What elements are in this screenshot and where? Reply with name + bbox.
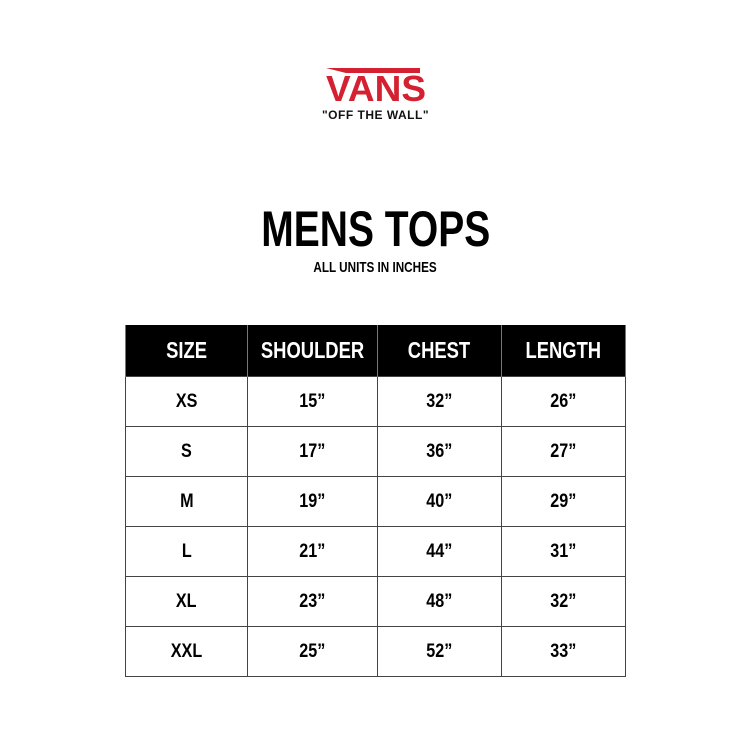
cell-value: S	[181, 440, 192, 462]
column-header: CHEST	[377, 325, 502, 377]
vans-logo: VANS	[300, 64, 451, 104]
table-cell: XXL	[124, 626, 249, 677]
size-chart-table: SIZE SHOULDER CHEST LENGTH XS 15” 32” 26” S 17” 3…	[124, 325, 627, 677]
table-cell: 40”	[377, 476, 502, 527]
table-row: XL 23” 48” 32”	[124, 576, 627, 627]
table-cell: 32”	[500, 576, 627, 627]
page-subtitle: ALL UNITS IN INCHES	[313, 259, 438, 276]
table-cell: 19”	[247, 476, 379, 527]
table-cell: XS	[124, 376, 249, 427]
table-row: M 19” 40” 29”	[124, 476, 627, 527]
cell-value: 48”	[426, 590, 453, 612]
cell-value: XS	[175, 390, 198, 412]
cell-value: XXL	[170, 640, 203, 662]
table-cell: 48”	[377, 576, 502, 627]
table-row: XXL 25” 52” 33”	[124, 626, 627, 677]
brand-tagline: "OFF THE WALL"	[321, 108, 430, 122]
cell-value: L	[181, 540, 192, 562]
cell-value: 23”	[299, 590, 326, 612]
cell-value: 26”	[550, 390, 577, 412]
table-cell: 36”	[377, 426, 502, 477]
table-header-row: SIZE SHOULDER CHEST LENGTH	[124, 325, 627, 377]
column-header-label: LENGTH	[525, 337, 602, 363]
cell-value: 31”	[550, 540, 577, 562]
column-header: LENGTH	[500, 325, 627, 377]
table-cell: 29”	[500, 476, 627, 527]
cell-value: 19”	[299, 490, 326, 512]
cell-value: M	[179, 490, 194, 512]
table-cell: 26”	[500, 376, 627, 427]
table-cell: 23”	[247, 576, 379, 627]
column-header: SHOULDER	[247, 325, 379, 377]
table-cell: 32”	[377, 376, 502, 427]
table-row: L 21” 44” 31”	[124, 526, 627, 577]
column-header-label: CHEST	[408, 337, 471, 363]
cell-value: 36”	[426, 440, 453, 462]
table-cell: XL	[124, 576, 249, 627]
cell-value: 40”	[426, 490, 453, 512]
cell-value: 44”	[426, 540, 453, 562]
cell-value: 52”	[426, 640, 453, 662]
cell-value: 25”	[299, 640, 326, 662]
cell-value: 32”	[426, 390, 453, 412]
cell-value: 32”	[550, 590, 577, 612]
cell-value: 33”	[550, 640, 577, 662]
cell-value: XL	[176, 590, 197, 612]
table-cell: 17”	[247, 426, 379, 477]
table-row: S 17” 36” 27”	[124, 426, 627, 477]
table-cell: 44”	[377, 526, 502, 577]
column-header-label: SIZE	[166, 337, 207, 363]
table-cell: 33”	[500, 626, 627, 677]
table-cell: 31”	[500, 526, 627, 577]
page-title: MENS TOPS	[260, 201, 491, 257]
table-cell: 27”	[500, 426, 627, 477]
svg-text:VANS: VANS	[326, 68, 426, 104]
cell-value: 17”	[299, 440, 326, 462]
table-cell: S	[124, 426, 249, 477]
table-cell: 15”	[247, 376, 379, 427]
cell-value: 29”	[550, 490, 577, 512]
column-header: SIZE	[124, 325, 249, 377]
cell-value: 27”	[550, 440, 577, 462]
table-cell: M	[124, 476, 249, 527]
cell-value: 15”	[299, 390, 326, 412]
table-cell: 21”	[247, 526, 379, 577]
table-cell: 52”	[377, 626, 502, 677]
table-cell: 25”	[247, 626, 379, 677]
column-header-label: SHOULDER	[260, 337, 365, 363]
cell-value: 21”	[299, 540, 326, 562]
table-row: XS 15” 32” 26”	[124, 376, 627, 427]
table-cell: L	[124, 526, 249, 577]
